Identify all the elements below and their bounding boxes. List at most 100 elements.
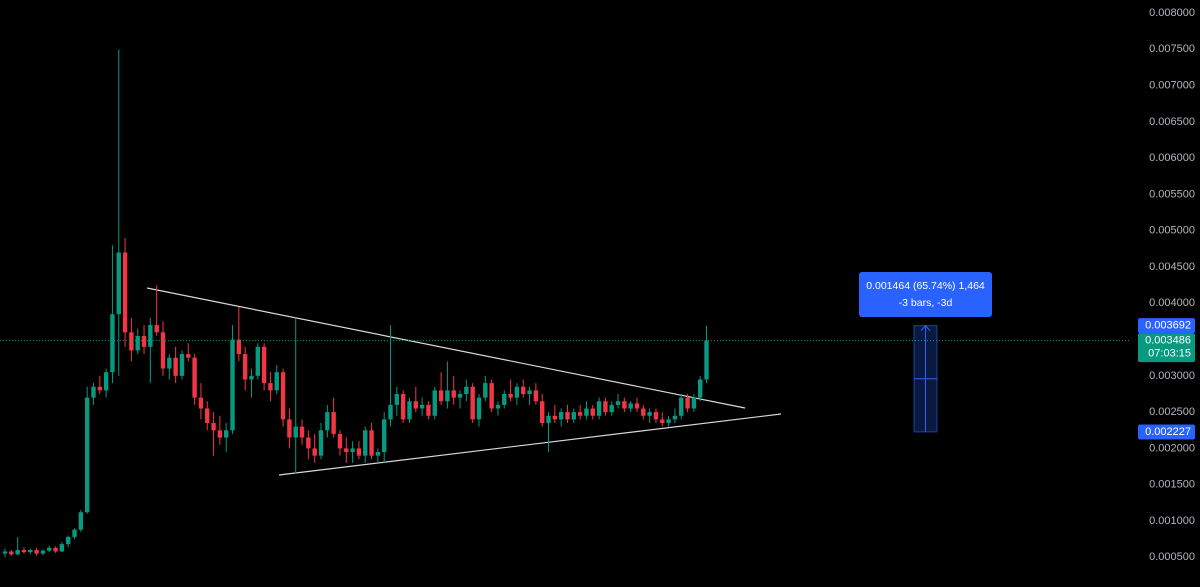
candle-body <box>135 335 140 351</box>
candle-body <box>685 397 690 409</box>
candle-body <box>615 401 621 405</box>
candle-body <box>186 354 191 358</box>
candle-body <box>508 393 513 398</box>
candle-body <box>192 357 197 398</box>
candle-body <box>116 252 121 315</box>
candle-body <box>28 549 33 553</box>
y-tick-label: 0.004500 <box>1149 261 1195 273</box>
y-tick-label: 0.001500 <box>1149 479 1195 491</box>
candle-body <box>293 426 298 438</box>
countdown: 07:03:15 <box>1148 347 1191 359</box>
y-tick-label: 0.001000 <box>1149 515 1195 527</box>
candle-body <box>698 379 703 398</box>
candle-body <box>634 403 640 409</box>
candle-body <box>470 386 475 420</box>
candle-body <box>249 375 254 380</box>
price-label: 0.002227 <box>1145 426 1191 438</box>
candle-body <box>242 354 248 380</box>
candle-body <box>546 415 551 424</box>
candle-body <box>603 401 608 413</box>
candle-body <box>679 397 684 416</box>
candle-body <box>224 430 229 438</box>
y-tick-label: 0.007000 <box>1149 80 1195 92</box>
candle-body <box>540 401 545 424</box>
candle-body <box>198 397 204 409</box>
price-label-box <box>1138 424 1195 440</box>
candle-body <box>160 332 166 369</box>
candle-body <box>571 412 576 420</box>
candle-body <box>331 412 336 434</box>
candle-body <box>148 325 153 347</box>
candle-body <box>84 397 90 513</box>
candle-body <box>438 390 444 402</box>
price-label: 0.003486 <box>1145 334 1191 346</box>
candle-body <box>122 252 128 333</box>
candle-body <box>91 386 96 398</box>
candle-body <box>268 383 273 391</box>
y-tick-label: 0.002500 <box>1149 406 1195 418</box>
candle-body <box>211 423 216 431</box>
candle-body <box>426 404 431 416</box>
candle-body <box>369 430 374 456</box>
candle-body <box>173 357 178 376</box>
candle-body <box>356 448 362 456</box>
candle-body <box>375 452 381 456</box>
candle-body <box>40 550 46 554</box>
candle-body <box>432 390 437 416</box>
candle-body <box>672 415 678 420</box>
candle-body <box>407 401 412 420</box>
candle-body <box>236 339 242 355</box>
candle-body <box>660 419 665 424</box>
candle-body <box>2 551 8 554</box>
candle-body <box>514 386 520 398</box>
candle-body <box>653 412 659 420</box>
candle-body <box>552 415 558 420</box>
price-label: 0.003692 <box>1145 320 1191 332</box>
price-label-box <box>1138 318 1195 334</box>
candle-body <box>205 408 210 424</box>
y-tick-label: 0.005500 <box>1149 188 1195 200</box>
candle-body <box>15 549 20 555</box>
candle-body <box>312 448 317 456</box>
measure-sublabel: -3 bars, -3d <box>899 297 953 309</box>
y-tick-label: 0.004000 <box>1149 297 1195 309</box>
y-tick-label: 0.008000 <box>1149 7 1195 19</box>
lower-trend-line <box>278 413 782 476</box>
y-tick-label: 0.002000 <box>1149 442 1195 454</box>
candle-body <box>558 412 564 420</box>
candle-body <box>337 433 343 449</box>
candle-body <box>274 372 279 391</box>
candle-body <box>382 419 387 453</box>
candle-body <box>255 346 260 376</box>
candle-body <box>521 386 526 394</box>
candle-body <box>53 547 58 552</box>
price-label-box <box>1138 333 1195 363</box>
candle-body <box>565 412 570 420</box>
candle-body <box>299 426 305 438</box>
candle-body <box>413 401 418 409</box>
trend-lines <box>146 287 782 476</box>
candle-body <box>179 354 185 376</box>
y-tick-label: 0.006500 <box>1149 116 1195 128</box>
candle-body <box>445 390 450 402</box>
candle-body <box>325 412 330 431</box>
candle-body <box>502 393 507 405</box>
candle-body <box>666 419 671 424</box>
candle-body <box>97 386 102 391</box>
y-tick-label: 0.003000 <box>1149 370 1195 382</box>
candle-body <box>21 549 27 553</box>
candle-body <box>647 412 652 416</box>
candle-body <box>451 390 456 398</box>
candle-body <box>34 549 39 554</box>
candle-body <box>47 547 52 551</box>
candle-body <box>596 401 602 416</box>
candle-body <box>704 340 709 380</box>
candle-body <box>394 393 400 405</box>
candle-body <box>419 404 425 409</box>
candle-body <box>306 437 311 449</box>
candle-body <box>622 401 627 409</box>
y-tick-label: 0.000500 <box>1149 551 1195 563</box>
candle-body <box>280 372 286 420</box>
candle-body <box>9 551 14 555</box>
